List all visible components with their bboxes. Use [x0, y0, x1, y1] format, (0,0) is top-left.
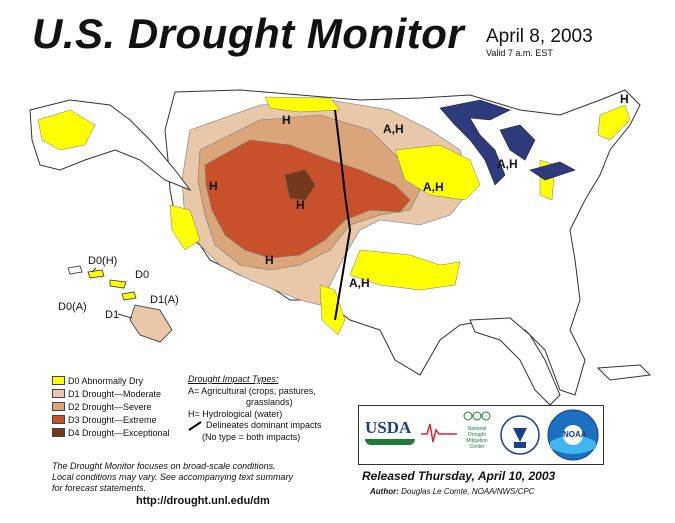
puerto-rico-outline	[596, 364, 652, 381]
disclaimer-note: The Drought Monitor focuses on broad-sca…	[52, 461, 352, 494]
legend-item-d1: D1 Drought—Moderate	[52, 387, 170, 400]
map-label-h-3: H	[296, 198, 305, 212]
great-lakes	[439, 99, 576, 186]
legend-swatch-d1	[52, 389, 65, 398]
legend-label: D0 Abnormally Dry	[68, 375, 144, 386]
doc-seal-icon	[500, 415, 540, 455]
legend-item-d0: D0 Abnormally Dry	[52, 374, 170, 387]
hawaii-island-2	[87, 269, 105, 279]
hawaii-label-d1a: D1(A)	[150, 294, 179, 306]
alaska-d0	[37, 109, 96, 151]
noaa-text: NOAA	[563, 430, 587, 439]
d0-midwest	[394, 144, 481, 201]
impact-line-icon	[188, 420, 202, 431]
legend-label: D2 Drought—Severe	[68, 401, 152, 412]
legend-item-d4: D4 Drought—Exceptional	[52, 426, 170, 439]
author-name: Douglas Le Comte, NOAA/NWS/CPC	[401, 487, 535, 496]
impact-line-4: Delineates dominant impacts	[206, 420, 322, 430]
d0-south-central	[349, 249, 461, 291]
d0-northwest	[169, 204, 201, 251]
ndmc-logo-icon	[421, 423, 457, 443]
page-title: U.S. Drought Monitor	[32, 10, 465, 57]
legend-swatch-d3	[52, 415, 65, 424]
impact-title: Drought Impact Types:	[188, 374, 279, 384]
legend-swatch-d2	[52, 402, 65, 411]
hawaii-big-island	[129, 304, 173, 343]
ndmc-line-4: Center	[469, 444, 485, 450]
note-line-3: for forecast statements.	[52, 483, 147, 493]
d3-region	[204, 139, 411, 259]
map-label-h-2: H	[209, 179, 218, 193]
usda-text: USDA	[365, 418, 412, 437]
ndmc-line-2: Drought	[468, 432, 486, 438]
hawaii-island-4	[121, 291, 137, 301]
website-link[interactable]: http://drought.unl.edu/dm	[136, 495, 270, 507]
map-label-ah-2: A,H	[423, 180, 444, 194]
map-label-h-5: H	[620, 92, 629, 106]
map-label-h-1: H	[282, 113, 291, 127]
usda-logo: USDA	[365, 418, 415, 445]
author-label: Author:	[370, 487, 399, 496]
map-label-ah-3: A,H	[497, 157, 518, 171]
hawaii-island-3	[109, 279, 127, 289]
legend-swatch-d0	[52, 376, 65, 385]
d0-north	[264, 96, 341, 113]
d4-region	[284, 169, 316, 201]
map-label-h-4: H	[265, 253, 274, 267]
valid-time: Valid 7 a.m. EST	[486, 48, 553, 58]
author: Author: Douglas Le Comte, NOAA/NWS/CPC	[370, 487, 535, 496]
legend-label: D3 Drought—Extreme	[68, 414, 157, 425]
legend: D0 Abnormally Dry D1 Drought—Moderate D2…	[52, 374, 170, 439]
ndmc-line-3: Mitigation	[466, 438, 488, 444]
d0-northeast	[597, 104, 631, 141]
release-date: Released Thursday, April 10, 2003	[362, 469, 556, 483]
impact-line-1: A= Agricultural (crops, pastures,	[188, 385, 316, 396]
hawaii-island-1	[67, 265, 83, 275]
impact-line-5: (No type = both impacts)	[202, 431, 301, 442]
impact-line-2: grasslands)	[246, 397, 293, 407]
agency-logos: USDA National Drought Mitigation Center …	[358, 405, 604, 465]
ndmc-line-1: National	[467, 426, 487, 432]
noaa-logo-icon	[547, 409, 599, 461]
hawaii-label-d0h: D0(H)	[88, 255, 117, 267]
tree-icon	[463, 411, 491, 421]
impact-line-3: H= Hydrological (water)	[188, 408, 283, 419]
hawaii-label-d1: D1	[105, 309, 119, 321]
map-label-ah-1: A,H	[383, 122, 404, 136]
note-line-1: The Drought Monitor focuses on broad-sca…	[52, 461, 276, 471]
legend-label: D1 Drought—Moderate	[68, 388, 162, 399]
dominant-impact-line	[334, 109, 352, 321]
hawaii-label-d0: D0	[135, 269, 149, 281]
legend-swatch-d4	[52, 428, 65, 437]
note-line-2: Local conditions may vary. See accompany…	[52, 472, 293, 482]
hawaii-label-d0a: D0(A)	[58, 301, 87, 313]
d0-texas	[319, 284, 346, 336]
impact-line-4-row: Delineates dominant impacts	[188, 420, 358, 432]
map-label-ah-4: A,H	[349, 276, 370, 290]
map-date: April 8, 2003	[486, 26, 593, 47]
legend-item-d3: D3 Drought—Extreme	[52, 413, 170, 426]
impact-types: Drought Impact Types: A= Agricultural (c…	[188, 374, 358, 443]
legend-label: D4 Drought—Exceptional	[68, 427, 170, 438]
usda-bar	[365, 439, 415, 445]
ndmc-logo: National Drought Mitigation Center	[457, 410, 497, 450]
legend-item-d2: D2 Drought—Severe	[52, 400, 170, 413]
